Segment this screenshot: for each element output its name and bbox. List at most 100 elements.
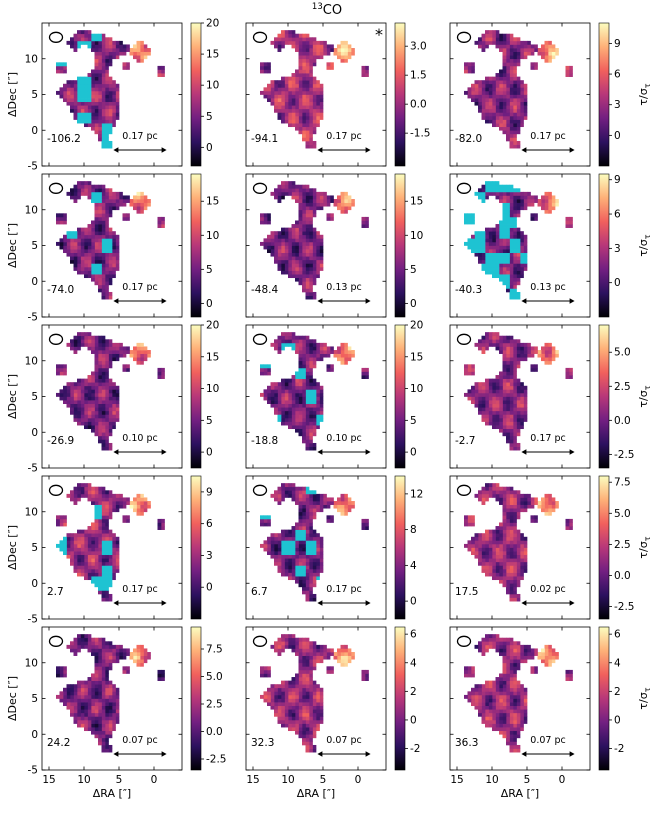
- heatmap-cell: [485, 253, 489, 257]
- heatmap-cell: [306, 116, 310, 120]
- heatmap-cell: [112, 386, 116, 390]
- heatmap-cell: [70, 98, 74, 102]
- heatmap-cell: [548, 361, 552, 365]
- heatmap-cell: [513, 386, 517, 390]
- heatmap-cell: [102, 487, 106, 491]
- heatmap-cell: [485, 105, 489, 109]
- heatmap-cell: [264, 62, 268, 66]
- heatmap-cell: [126, 62, 130, 66]
- heatmap-cell: [489, 112, 493, 116]
- heatmap-cell: [506, 429, 510, 433]
- heatmap-cell: [302, 411, 306, 415]
- heatmap-cell: [309, 249, 313, 253]
- heatmap-cell: [316, 80, 320, 84]
- heatmap-cell: [299, 530, 303, 534]
- heatmap-cell: [468, 213, 472, 217]
- heatmap-cell: [105, 508, 109, 512]
- heatmap-cell: [489, 238, 493, 242]
- heatmap-cell: [510, 397, 514, 401]
- heatmap-cell: [517, 112, 521, 116]
- heatmap-cell: [541, 497, 545, 501]
- heatmap-cell: [306, 429, 310, 433]
- heatmap-cell: [70, 84, 74, 88]
- heatmap-cell: [344, 206, 348, 210]
- heatmap-cell: [91, 544, 95, 548]
- heatmap-cell: [499, 109, 503, 113]
- heatmap-cell: [517, 213, 521, 217]
- heatmap-cell: [91, 228, 95, 232]
- heatmap-cell: [84, 267, 88, 271]
- heatmap-cell: [144, 648, 148, 652]
- heatmap-cell: [77, 497, 81, 501]
- heatmap-cell: [109, 55, 113, 59]
- heatmap-cell: [545, 361, 549, 365]
- heatmap-cell: [102, 134, 106, 138]
- heatmap-cell: [302, 235, 306, 239]
- heatmap-cell: [91, 267, 95, 271]
- heatmap-cell: [492, 185, 496, 189]
- heatmap-cell: [334, 48, 338, 52]
- heatmap-cell: [309, 102, 313, 106]
- heatmap-cell: [74, 548, 78, 552]
- heatmap-cell: [306, 120, 310, 124]
- colorbar-tick-label: 10: [206, 80, 219, 92]
- heatmap-cell: [566, 73, 570, 77]
- heatmap-cell: [468, 540, 472, 544]
- heatmap-cell: [313, 274, 317, 278]
- heatmap-cell: [510, 188, 514, 192]
- heatmap-cell: [91, 80, 95, 84]
- heatmap-cell: [278, 339, 282, 343]
- colorbar-gradient: [599, 23, 609, 166]
- heatmap-cell: [320, 397, 324, 401]
- heatmap-cell: [513, 490, 517, 494]
- heatmap-cell: [309, 188, 313, 192]
- heatmap-cell: [492, 235, 496, 239]
- heatmap-cell: [517, 109, 521, 113]
- heatmap-cell: [306, 145, 310, 149]
- heatmap-cell: [302, 228, 306, 232]
- heatmap-cell: [274, 80, 278, 84]
- heatmap-cell: [341, 195, 345, 199]
- heatmap-cell: [88, 185, 92, 189]
- heatmap-cell: [320, 195, 324, 199]
- heatmap-cell: [313, 292, 317, 296]
- heatmap-cell: [313, 558, 317, 562]
- heatmap-cell: [492, 41, 496, 45]
- heatmap-cell: [98, 397, 102, 401]
- heatmap-cell: [88, 238, 92, 242]
- heatmap-cell: [295, 224, 299, 228]
- heatmap-cell: [271, 80, 275, 84]
- heatmap-cell: [517, 354, 521, 358]
- heatmap-cell: [292, 30, 296, 34]
- heatmap-cell: [306, 220, 310, 224]
- heatmap-cell: [341, 357, 345, 361]
- heatmap-cell: [102, 112, 106, 116]
- heatmap-cell: [112, 418, 116, 422]
- heatmap-cell: [74, 418, 78, 422]
- heatmap-cell: [313, 494, 317, 498]
- heatmap-cell: [548, 195, 552, 199]
- heatmap-cell: [70, 393, 74, 397]
- heatmap-cell: [81, 555, 85, 559]
- heatmap-cell: [77, 192, 81, 196]
- heatmap-cell: [313, 598, 317, 602]
- heatmap-cell: [109, 292, 113, 296]
- heatmap-cell: [527, 343, 531, 347]
- heatmap-cell: [464, 91, 468, 95]
- heatmap-cell: [299, 533, 303, 537]
- heatmap-cell: [327, 48, 331, 52]
- heatmap-cell: [70, 404, 74, 408]
- heatmap-cell: [161, 66, 165, 70]
- heatmap-cell: [102, 69, 106, 73]
- heatmap-cell: [295, 350, 299, 354]
- heatmap-cell: [510, 447, 514, 451]
- heatmap-cell: [468, 389, 472, 393]
- heatmap-cell: [102, 188, 106, 192]
- heatmap-cell: [475, 95, 479, 99]
- heatmap-cell: [527, 44, 531, 48]
- heatmap-cell: [102, 77, 106, 81]
- heatmap-cell: [77, 389, 81, 393]
- heatmap-cell: [482, 102, 486, 106]
- heatmap-cell: [309, 98, 313, 102]
- heatmap-cell: [109, 594, 113, 598]
